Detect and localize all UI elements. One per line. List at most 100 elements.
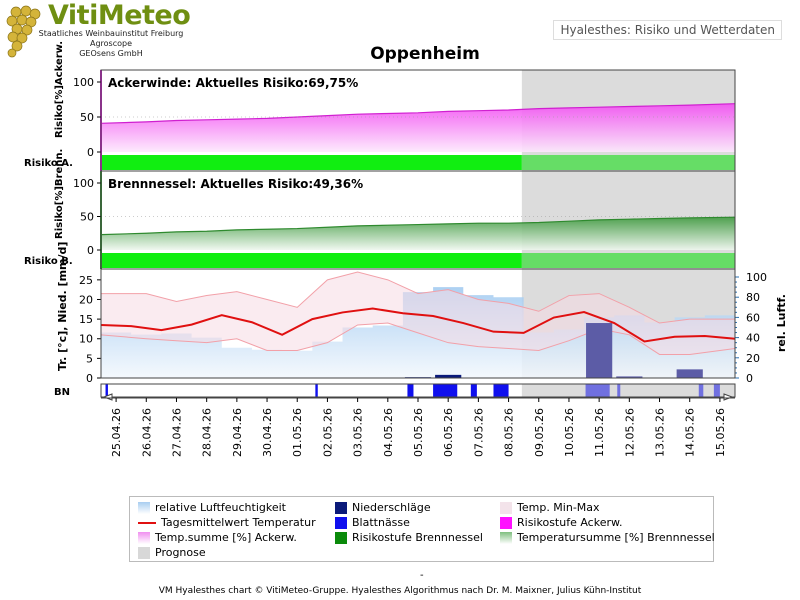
logo-grapes-icon: [0, 0, 46, 60]
leafwet-bar: [585, 384, 610, 397]
weather-ytick-left-label: 10: [79, 333, 93, 346]
x-tick-label: 10.05.26: [563, 408, 576, 457]
ackerwinde-risk-bar-forecast: [521, 155, 735, 170]
footer-credit: VM Hyalesthes chart © VitiMeteo-Gruppe. …: [158, 586, 642, 596]
precipitation-bar: [616, 376, 643, 378]
legend-item: Temp.summe [%] Ackerw.: [138, 531, 297, 544]
logo-sub-1: Staatliches Weinbauinstitut Freiburg: [38, 29, 184, 38]
legend-label: Prognose: [155, 546, 206, 559]
brennnessel-risk-bar-forecast: [521, 253, 735, 268]
x-tick-label: 15.05.26: [714, 408, 727, 457]
ackerwinde-ytick-label: 100: [73, 76, 94, 89]
x-tick-label: 26.04.26: [140, 408, 153, 457]
brennnessel-tempsum-area: [101, 217, 735, 250]
ackerwinde-tempsum-area: [101, 103, 735, 152]
weather-ylabel-right: rel. Luftf.: [775, 294, 788, 352]
leafwet-bar: [105, 384, 108, 397]
legend-item: Risikostufe Ackerw.: [500, 516, 622, 529]
legend-label: relative Luftfeuchtigkeit: [155, 501, 286, 514]
leafwet-bar: [407, 384, 414, 397]
legend-swatch: [138, 502, 150, 514]
legend-swatch: [138, 547, 150, 559]
legend-label: Niederschläge: [352, 501, 431, 514]
ackerwinde-ytick-label: 50: [80, 111, 94, 124]
x-tick-label: 06.05.26: [442, 408, 455, 457]
weather-ytick-right-label: 0: [746, 372, 753, 385]
x-tick-label: 28.04.26: [201, 408, 214, 457]
x-tick-label: 13.05.26: [654, 408, 667, 457]
x-tick-label: 27.04.26: [170, 408, 183, 457]
ackerwinde-risk-bar: [101, 155, 522, 170]
weather-ytick-right-label: 40: [746, 332, 760, 345]
x-tick-label: 25.04.26: [110, 408, 123, 457]
leafwet-bar: [493, 384, 509, 397]
weather-ytick-left-label: 15: [79, 313, 93, 326]
weather-ytick-right-label: 60: [746, 311, 760, 324]
legend-swatch: [500, 517, 512, 529]
weather-ytick-left-label: 20: [79, 293, 93, 306]
legend-swatch: [138, 532, 150, 544]
legend-item: Niederschläge: [335, 501, 431, 514]
legend-swatch: [335, 517, 347, 529]
leafwet-bar: [617, 384, 621, 397]
x-tick-label: 08.05.26: [503, 408, 516, 457]
leafwet-bar: [433, 384, 458, 397]
weather-ylabel-left: Tr. [°c], Nied. [mm/d]: [56, 242, 69, 371]
legend-label: Risikostufe Brennnessel: [352, 531, 483, 544]
logo-sub-2: Agroscope: [89, 39, 133, 48]
legend-label: Temp.summe [%] Ackerw.: [155, 531, 297, 544]
legend-swatch: [335, 532, 347, 544]
leafwet-bar: [470, 384, 477, 397]
brennnessel-tempsum-line: [100, 216, 736, 236]
leafwet-frame: [100, 383, 736, 398]
x-tick-label: 30.04.26: [261, 408, 274, 457]
weather-ytick-left-label: 25: [79, 274, 93, 287]
logo-subtitle: Staatliches Weinbauinstitut Freiburg Agr…: [36, 29, 186, 59]
legend-swatch: [335, 502, 347, 514]
x-tick-label: 01.05.26: [291, 408, 304, 457]
weather-ytick-right-label: 100: [746, 271, 767, 284]
precipitation-bar: [435, 374, 462, 378]
legend-item: relative Luftfeuchtigkeit: [138, 501, 286, 514]
x-tick-label: 09.05.26: [533, 408, 546, 457]
x-tick-label: 03.05.26: [352, 408, 365, 457]
legend-label: Tagesmittelwert Temperatur: [161, 516, 316, 529]
brennnessel-ytick-label: 50: [80, 211, 94, 224]
temp-max-line: [101, 271, 735, 324]
legend: relative Luftfeuchtigkeit Niederschläge Te…: [129, 496, 715, 562]
page-label: Hyalesthes: Risiko und Wetterdaten: [553, 20, 782, 40]
leafwet-bar: [713, 384, 720, 397]
legend-swatch: [500, 502, 512, 514]
weather-ytick-left-label: 5: [86, 352, 93, 365]
logo-sub-3: GEOsens GmbH: [79, 49, 143, 58]
legend-item: Prognose: [138, 546, 206, 559]
leafwet-bar: [315, 384, 318, 397]
x-tick-label: 07.05.26: [472, 408, 485, 457]
x-tick-label: 05.05.26: [412, 408, 425, 457]
chart-title: Oppenheim: [370, 44, 480, 64]
brennnessel-risk-bar: [101, 253, 522, 268]
x-tick-label: 29.04.26: [231, 408, 244, 457]
brennnessel-ytick-label: 0: [87, 244, 94, 257]
brennnessel-risk-label: Risiko B.: [24, 256, 73, 267]
x-tick-label: 12.05.26: [623, 408, 636, 457]
brennnessel-ylabel: Risiko[%]Brenn.: [54, 149, 65, 239]
legend-item: Tagesmittelwert Temperatur: [138, 516, 316, 529]
weather-frame: [100, 268, 736, 379]
x-tick-label: 02.05.26: [321, 408, 334, 457]
weather-ytick-right-label: 20: [746, 352, 760, 365]
legend-swatch: [138, 522, 156, 524]
x-tick-label: 14.05.26: [684, 408, 697, 457]
legend-item: Temperatursumme [%] Brennnessel: [500, 531, 715, 544]
bn-label: BN: [54, 387, 70, 398]
weather-ytick-left-label: 0: [86, 372, 93, 385]
leafwet-forecast-shade: [521, 384, 735, 397]
ackerwinde-title: Ackerwinde: Aktuelles Risiko:69,75%: [108, 76, 358, 90]
temp-min-line: [100, 322, 736, 355]
ackerwinde-ylabel: Risiko[%]Ackerw.: [54, 41, 65, 138]
footer-dash: -: [420, 570, 424, 581]
ackerwinde-ytick-label: 0: [87, 146, 94, 159]
ackerwinde-risk-label: Risiko A.: [24, 158, 73, 169]
precipitation-bar: [586, 323, 613, 378]
